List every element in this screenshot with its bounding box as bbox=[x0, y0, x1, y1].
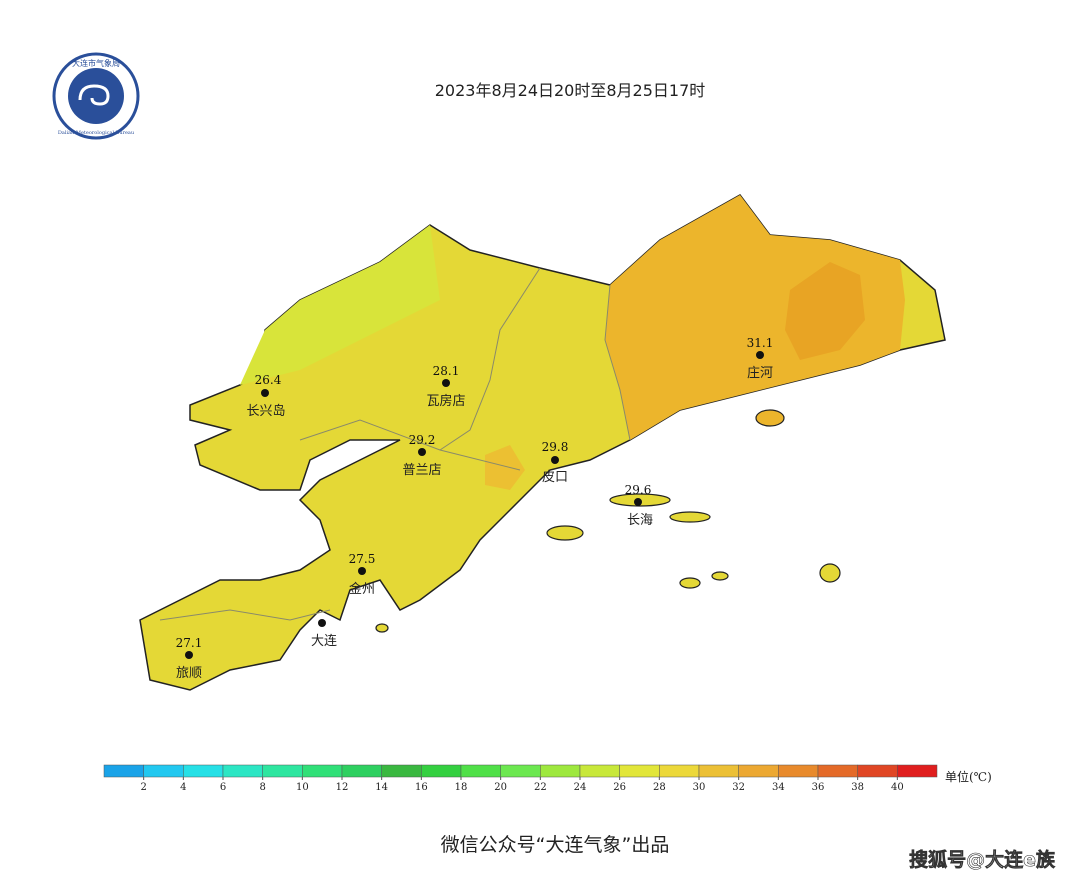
legend-swatch bbox=[143, 764, 184, 778]
legend-swatch bbox=[817, 764, 858, 778]
logo-name: 大连市气象局 bbox=[72, 58, 120, 68]
legend-tick-label: 14 bbox=[375, 782, 388, 793]
logo-name-en: Dalian Meteorological Bureau bbox=[58, 130, 135, 136]
station-value: 27.1 bbox=[176, 636, 203, 650]
legend-tick-label: 6 bbox=[220, 782, 226, 793]
warm-zone bbox=[605, 195, 905, 440]
legend-tick-label: 30 bbox=[693, 782, 706, 793]
station-name: 金州 bbox=[349, 581, 375, 597]
legend-swatch bbox=[500, 764, 541, 778]
watermark: 搜狐号@大连e族 bbox=[909, 848, 1056, 871]
legend-tick-label: 22 bbox=[534, 782, 547, 793]
legend-swatch bbox=[897, 764, 938, 778]
legend-unit: 单位(℃) bbox=[945, 769, 992, 784]
legend-swatch bbox=[659, 764, 700, 778]
station-name: 大连 bbox=[311, 633, 337, 649]
station: 27.1 旅顺 bbox=[176, 636, 203, 681]
legend-tick-label: 12 bbox=[336, 782, 349, 793]
station-name: 庄河 bbox=[747, 365, 773, 381]
legend-tick-label: 2 bbox=[140, 782, 146, 793]
legend-swatch bbox=[381, 764, 422, 778]
legend-tick-label: 38 bbox=[851, 782, 864, 793]
legend-swatch bbox=[103, 764, 144, 778]
legend-tick-label: 18 bbox=[455, 782, 468, 793]
station-value: 29.2 bbox=[409, 433, 436, 447]
legend: 单位(℃) 2 4 6 8 10 12 14 16 18 20 22 24 26 28 30 32 34 36 38… bbox=[103, 764, 992, 793]
station: 31.1 庄河 bbox=[747, 336, 774, 381]
logo: 大连市气象局 Dalian Meteorological Bureau bbox=[52, 52, 140, 140]
legend-swatch bbox=[778, 764, 819, 778]
legend-swatch bbox=[222, 764, 263, 778]
station-value: 28.1 bbox=[433, 364, 460, 378]
legend-swatch bbox=[302, 764, 343, 778]
station: 27.5 金州 bbox=[349, 552, 376, 597]
station: 26.4 长兴岛 bbox=[246, 373, 285, 419]
legend-tick-label: 20 bbox=[494, 782, 507, 793]
legend-swatch bbox=[421, 764, 462, 778]
station-name: 长兴岛 bbox=[246, 403, 285, 419]
station-value: 26.4 bbox=[255, 373, 282, 387]
map: 26.4 长兴岛 28.1 瓦房店 29.2 普兰店 29.8 皮口 31.1 庄河 29… bbox=[139, 194, 946, 691]
station: 29.8 皮口 bbox=[542, 440, 569, 485]
legend-swatch bbox=[183, 764, 224, 778]
legend-swatch bbox=[460, 764, 501, 778]
legend-swatch bbox=[540, 764, 581, 778]
station: 28.1 瓦房店 bbox=[426, 364, 465, 409]
legend-swatch bbox=[698, 764, 739, 778]
footer: 微信公众号“大连气象”出品 bbox=[441, 834, 670, 856]
legend-tick-label: 10 bbox=[296, 782, 309, 793]
legend-swatch bbox=[341, 764, 382, 778]
station-name: 瓦房店 bbox=[426, 393, 465, 409]
station: 29.2 普兰店 bbox=[402, 433, 441, 478]
legend-tick-label: 32 bbox=[732, 782, 745, 793]
legend-tick-label: 4 bbox=[180, 782, 186, 793]
west-zone bbox=[240, 225, 440, 385]
station-name: 旅顺 bbox=[176, 666, 202, 681]
station: 29.6 长海 bbox=[625, 483, 653, 528]
boundaries bbox=[159, 267, 631, 621]
legend-tick-label: 34 bbox=[772, 782, 785, 793]
warm-spot bbox=[485, 445, 525, 490]
map-title: 2023年8月24日20时至8月25日17时 bbox=[435, 81, 706, 100]
station-name: 长海 bbox=[627, 513, 653, 528]
legend-tick-label: 8 bbox=[259, 782, 265, 793]
station-value: 29.8 bbox=[542, 440, 569, 454]
station: 大连 bbox=[311, 619, 337, 649]
legend-swatch bbox=[619, 764, 660, 778]
legend-tick-label: 24 bbox=[574, 782, 587, 793]
legend-tick-label: 36 bbox=[812, 782, 825, 793]
station-value: 29.6 bbox=[625, 483, 652, 497]
stations: 26.4 长兴岛 28.1 瓦房店 29.2 普兰店 29.8 皮口 31.1 庄河 29… bbox=[176, 336, 774, 681]
station-name: 普兰店 bbox=[402, 463, 441, 478]
station-value: 31.1 bbox=[747, 336, 774, 350]
legend-swatch bbox=[857, 764, 898, 778]
legend-swatch bbox=[262, 764, 303, 778]
station-value: 27.5 bbox=[349, 552, 376, 566]
station-name: 皮口 bbox=[542, 470, 568, 485]
legend-tick-label: 16 bbox=[415, 782, 428, 793]
hot-zone bbox=[785, 262, 865, 360]
legend-tick-label: 26 bbox=[613, 782, 626, 793]
legend-tick-label: 40 bbox=[891, 782, 904, 793]
legend-tick-label: 28 bbox=[653, 782, 666, 793]
legend-swatch bbox=[738, 764, 779, 778]
legend-swatch bbox=[579, 764, 620, 778]
